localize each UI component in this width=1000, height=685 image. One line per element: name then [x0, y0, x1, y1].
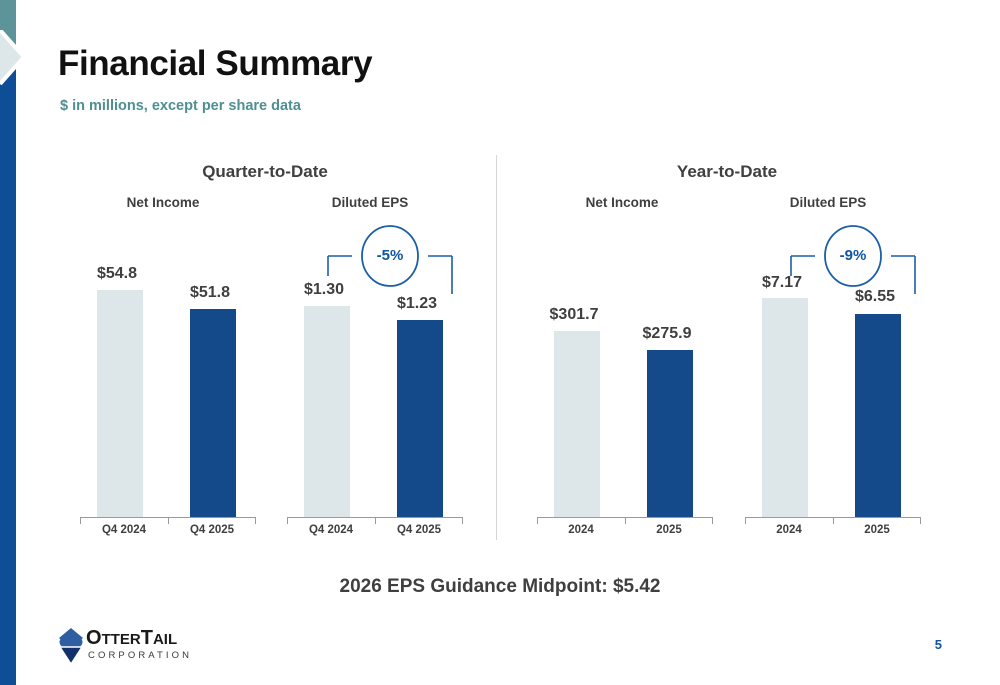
chevron-right-icon: [0, 30, 27, 85]
group-title-qtd-diluted-eps: Diluted EPS: [331, 195, 409, 210]
bar-current-year: [190, 309, 236, 517]
axis-tick: [80, 517, 81, 524]
group-title-qtd-net-income: Net Income: [126, 195, 200, 210]
logo-tail-rest: AIL: [152, 631, 178, 648]
logo-wordmark: OTTERTAIL: [86, 627, 177, 650]
company-logo: OTTERTAIL CORPORATION: [58, 626, 238, 668]
page-subtitle: $ in millions, except per share data: [60, 98, 301, 114]
otter-tail-diamond-icon: [58, 628, 84, 666]
bar-value-label: $6.55: [854, 288, 896, 305]
axis-label-category: Q4 2025: [396, 524, 442, 536]
edge-accent-blue: [0, 46, 16, 685]
variance-callout-connector-qtd: [327, 225, 453, 294]
bar-value-label: $1.30: [303, 281, 345, 298]
logo-otter-cap: O: [86, 627, 102, 649]
axis-tick: [287, 517, 288, 524]
page-title: Financial Summary: [58, 44, 373, 83]
panel-title-quarter-to-date: Quarter-to-Date: [202, 162, 328, 181]
group-title-ytd-diluted-eps: Diluted EPS: [789, 195, 867, 210]
axis-tick: [920, 517, 921, 524]
bar-prior-year: [554, 331, 600, 517]
axis-label-category: 2025: [656, 524, 682, 536]
bar-current-year: [855, 314, 901, 517]
axis-tick: [833, 517, 834, 524]
chart-ytd-net-income: $301.7 $275.9: [537, 283, 713, 517]
bar-prior-year: [97, 290, 143, 517]
variance-callout-connector-ytd: [790, 225, 916, 294]
bar-value-label: $54.8: [96, 265, 138, 282]
bar-prior-year: [762, 298, 808, 517]
bar-value-label: $275.9: [642, 325, 692, 342]
axis-tick: [462, 517, 463, 524]
axis-label-category: Q4 2025: [189, 524, 235, 536]
chart-ytd-diluted-eps: $7.17 $6.55: [745, 274, 921, 517]
eps-guidance-text: 2026 EPS Guidance Midpoint: $5.42: [339, 576, 661, 597]
chart-qtd-diluted-eps: $1.30 $1.23: [287, 281, 463, 517]
logo-tail-cap: T: [140, 627, 153, 649]
axis-label-category: 2024: [568, 524, 594, 536]
bar-current-year: [647, 350, 693, 517]
bar-value-label: $301.7: [549, 306, 599, 323]
bar-prior-year: [304, 306, 350, 517]
axis-tick: [255, 517, 256, 524]
bar-value-label: $51.8: [189, 284, 231, 301]
variance-callout-label-qtd: -5%: [376, 247, 404, 264]
logo-otter-rest: TTER: [101, 631, 141, 648]
bar-value-label: $1.23: [396, 295, 438, 312]
bar-current-year: [397, 320, 443, 517]
axis-label-category: 2024: [776, 524, 802, 536]
axis-label-category: 2025: [864, 524, 890, 536]
variance-callout-label-ytd: -9%: [839, 247, 867, 264]
bar-value-label: $7.17: [761, 274, 803, 291]
group-title-ytd-net-income: Net Income: [585, 195, 659, 210]
axis-tick: [625, 517, 626, 524]
axis-tick: [712, 517, 713, 524]
axis-tick: [537, 517, 538, 524]
section-divider: [496, 155, 497, 540]
axis-tick: [168, 517, 169, 524]
panel-title-year-to-date: Year-to-Date: [676, 162, 778, 181]
page-number: 5: [934, 637, 942, 652]
logo-subtitle: CORPORATION: [88, 650, 193, 661]
axis-tick: [375, 517, 376, 524]
axis-label-category: Q4 2024: [308, 524, 354, 536]
axis-label-category: Q4 2024: [101, 524, 147, 536]
chart-qtd-net-income: $54.8 $51.8: [80, 265, 256, 517]
axis-tick: [745, 517, 746, 524]
